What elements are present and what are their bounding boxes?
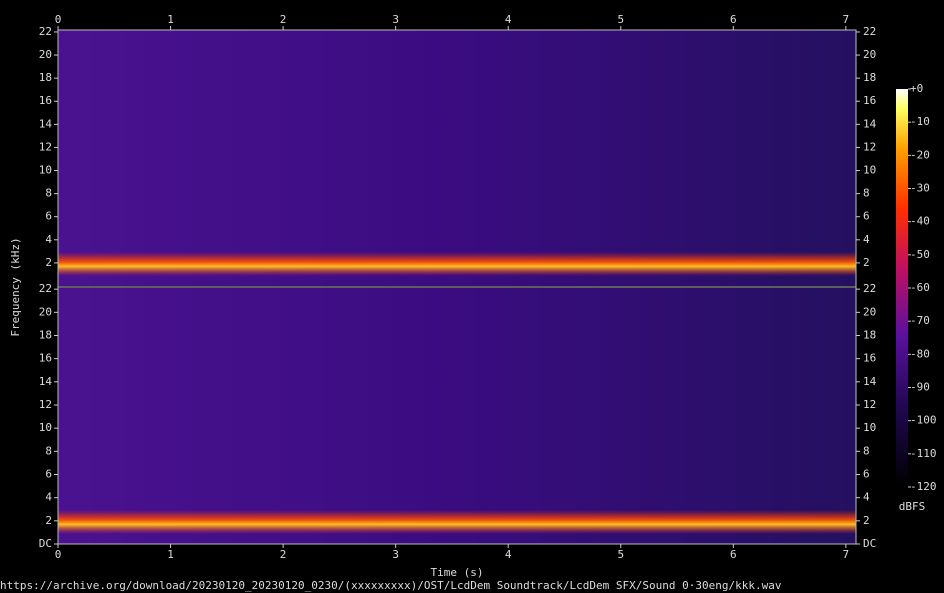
colorbar-tick-label: -90 — [910, 381, 930, 394]
y-tick-label: 8 — [863, 187, 870, 200]
y-tick-label: 6 — [863, 467, 870, 480]
caption: https://archive.org/download/20230120_20… — [0, 579, 782, 592]
colorbar-tick-label: -10 — [910, 115, 930, 128]
y-tick-label: 10 — [39, 421, 52, 434]
x-tick-label: 5 — [617, 13, 624, 26]
y-tick-label: 22 — [39, 282, 52, 295]
y-tick-label: 4 — [863, 491, 870, 504]
x-axis-label: Time (s) — [431, 566, 484, 579]
y-tick-label: 18 — [39, 71, 52, 84]
y-tick-label: 6 — [863, 210, 870, 223]
y-tick-label: 22 — [863, 25, 876, 38]
y-axis-label: Frequency (kHz) — [9, 237, 22, 336]
x-tick-label: 3 — [392, 13, 399, 26]
y-tick-label: 8 — [863, 444, 870, 457]
y-tick-label: 6 — [45, 467, 52, 480]
y-tick-label: 18 — [39, 328, 52, 341]
y-tick-label: DC — [39, 537, 52, 550]
y-tick-label: 14 — [39, 375, 53, 388]
y-tick-label: 22 — [863, 282, 876, 295]
y-tick-label: 12 — [39, 140, 52, 153]
x-tick-label: 4 — [505, 13, 512, 26]
y-tick-label: 2 — [45, 256, 52, 269]
y-tick-label: 18 — [863, 71, 876, 84]
y-tick-label: 10 — [863, 164, 876, 177]
y-tick-label: 4 — [863, 233, 870, 246]
y-tick-label: 16 — [39, 94, 52, 107]
y-tick-label: 16 — [863, 94, 876, 107]
y-tick-label: 2 — [45, 514, 52, 527]
colorbar-tick-label: -30 — [910, 182, 930, 195]
y-tick-label: 2 — [863, 256, 870, 269]
colorbar-label: dBFS — [899, 500, 926, 513]
colorbar-tick-label: -70 — [910, 314, 930, 327]
y-tick-label: 20 — [863, 305, 876, 318]
y-tick-label: 12 — [863, 398, 876, 411]
y-tick-label: 6 — [45, 210, 52, 223]
colorbar-tick-label: -120 — [910, 480, 937, 493]
x-tick-label: 2 — [280, 13, 287, 26]
y-tick-label: 20 — [39, 305, 52, 318]
y-tick-label: 20 — [39, 48, 52, 61]
x-tick-label: 0 — [55, 548, 62, 561]
x-tick-label: 5 — [617, 548, 624, 561]
colorbar-tick-label: -100 — [910, 414, 937, 427]
y-tick-label: 10 — [863, 421, 876, 434]
y-tick-label: 18 — [863, 328, 876, 341]
y-tick-label: 14 — [39, 117, 53, 130]
x-tick-label: 1 — [167, 548, 174, 561]
panel-background — [58, 30, 856, 544]
x-tick-label: 1 — [167, 13, 174, 26]
x-tick-label: 2 — [280, 548, 287, 561]
colorbar-tick-label: -80 — [910, 347, 930, 360]
colorbar-tick-label: -60 — [910, 281, 930, 294]
y-tick-label: 16 — [39, 352, 52, 365]
y-tick-label: 16 — [863, 352, 876, 365]
y-tick-label: 20 — [863, 48, 876, 61]
colorbar — [896, 89, 908, 487]
y-tick-label: 22 — [39, 25, 52, 38]
colorbar-tick-label: -110 — [910, 447, 937, 460]
y-tick-label: 2 — [863, 514, 870, 527]
y-tick-label: 14 — [863, 117, 877, 130]
x-tick-label: 4 — [505, 548, 512, 561]
y-tick-label: DC — [863, 537, 876, 550]
y-tick-label: 12 — [39, 398, 52, 411]
y-tick-label: 8 — [45, 187, 52, 200]
y-tick-label: 8 — [45, 444, 52, 457]
colorbar-tick-label: -20 — [910, 148, 930, 161]
y-tick-label: 14 — [863, 375, 877, 388]
x-tick-label: 3 — [392, 548, 399, 561]
x-tick-label: 7 — [843, 548, 850, 561]
x-tick-label: 6 — [730, 13, 737, 26]
colorbar-tick-label: -40 — [910, 215, 930, 228]
y-tick-label: 12 — [863, 140, 876, 153]
y-tick-label: 4 — [45, 233, 52, 246]
y-tick-label: 10 — [39, 164, 52, 177]
y-tick-label: 4 — [45, 491, 52, 504]
x-tick-label: 0 — [55, 13, 62, 26]
colorbar-tick-label: +0 — [910, 82, 923, 95]
x-tick-label: 7 — [843, 13, 850, 26]
x-tick-label: 6 — [730, 548, 737, 561]
colorbar-tick-label: -50 — [910, 248, 930, 261]
harmonics — [58, 81, 830, 459]
